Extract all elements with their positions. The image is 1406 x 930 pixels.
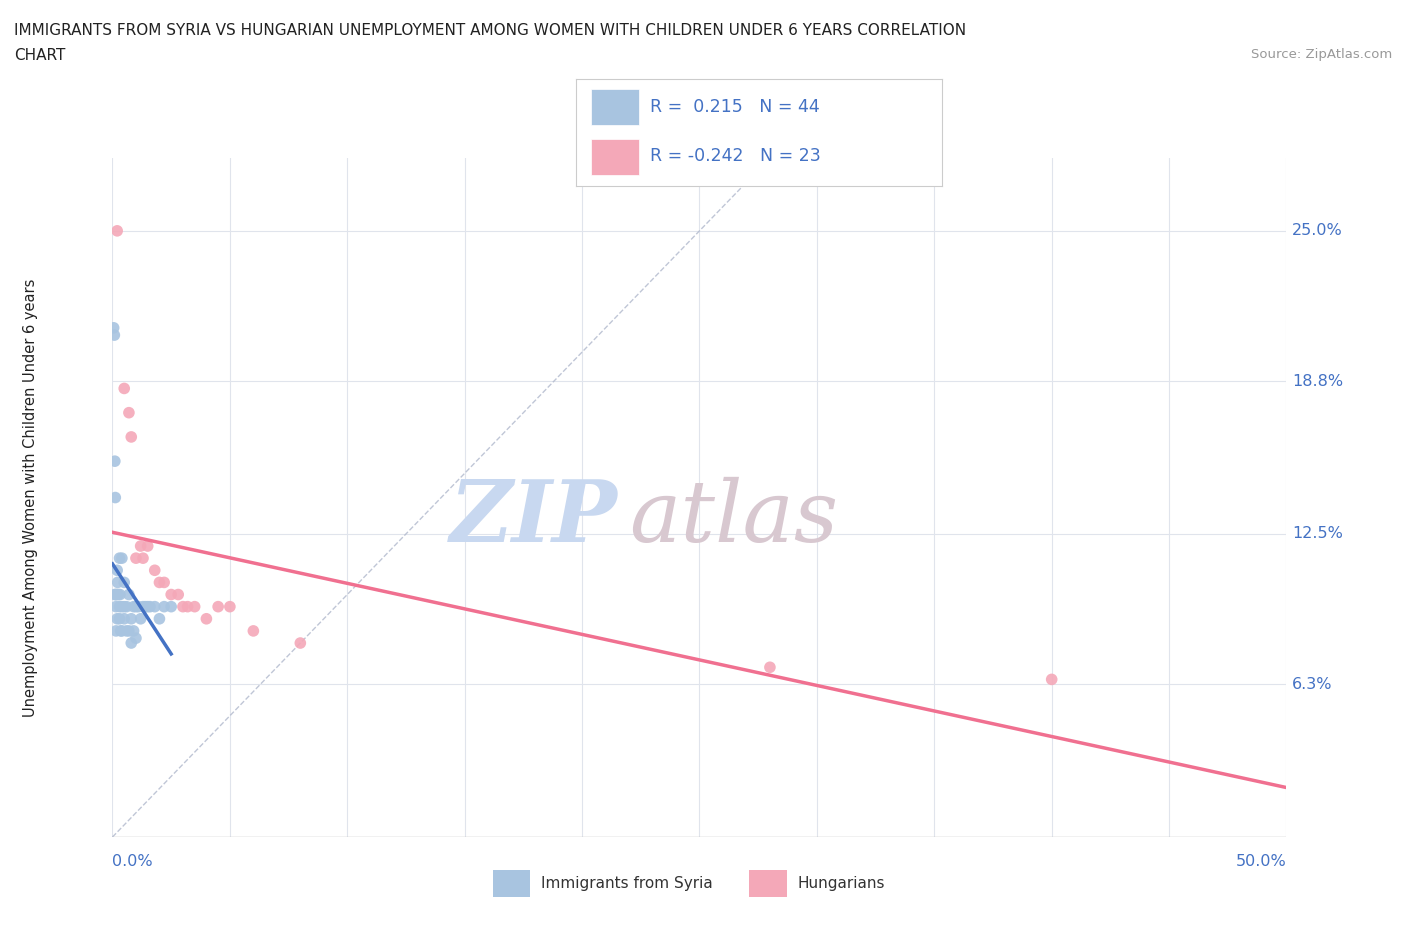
Point (172, 599, 194, 614)
Point (107, 587, 129, 602)
Point (108, 587, 131, 602)
Point (104, 587, 127, 602)
Bar (749, 870, 786, 897)
Point (218, 599, 242, 614)
Point (176, 599, 198, 614)
Text: 6.3%: 6.3% (1292, 677, 1333, 692)
Text: 50.0%: 50.0% (1236, 854, 1286, 869)
Point (108, 611, 131, 626)
Point (105, 623, 128, 638)
Text: Hungarians: Hungarians (797, 876, 884, 891)
Text: 25.0%: 25.0% (1292, 223, 1343, 238)
Text: Source: ZipAtlas.com: Source: ZipAtlas.com (1251, 48, 1392, 61)
Text: CHART: CHART (14, 48, 66, 63)
Text: Immigrants from Syria: Immigrants from Syria (541, 876, 713, 891)
Point (1040, 672, 1063, 687)
Point (136, 599, 159, 614)
Text: ZIP: ZIP (450, 476, 617, 560)
Text: atlas: atlas (628, 476, 838, 559)
Point (118, 623, 141, 638)
Point (139, 599, 162, 614)
Point (136, 538, 159, 553)
Point (103, 320, 125, 336)
Point (195, 611, 218, 626)
Point (112, 381, 135, 396)
Text: R = -0.242   N = 23: R = -0.242 N = 23 (650, 147, 820, 165)
Point (183, 599, 205, 614)
Point (110, 623, 132, 638)
Point (143, 563, 166, 578)
Point (111, 599, 134, 614)
Point (104, 490, 127, 505)
Point (104, 587, 127, 602)
Text: 12.5%: 12.5% (1292, 526, 1343, 541)
Point (143, 599, 166, 614)
Point (120, 611, 142, 626)
Text: Unemployment Among Women with Children Under 6 years: Unemployment Among Women with Children U… (22, 278, 38, 717)
Point (115, 623, 138, 638)
Point (118, 405, 141, 420)
Point (242, 623, 264, 638)
Point (125, 551, 148, 565)
Point (132, 551, 155, 565)
Point (105, 563, 128, 578)
Point (125, 631, 148, 645)
Point (111, 623, 134, 638)
Point (129, 538, 152, 553)
Point (153, 575, 176, 590)
Text: R =  0.215   N = 44: R = 0.215 N = 44 (650, 98, 820, 116)
Text: IMMIGRANTS FROM SYRIA VS HUNGARIAN UNEMPLOYMENT AMONG WOMEN WITH CHILDREN UNDER : IMMIGRANTS FROM SYRIA VS HUNGARIAN UNEMP… (14, 23, 966, 38)
Point (115, 599, 138, 614)
Point (167, 587, 190, 602)
Point (105, 599, 128, 614)
Point (105, 587, 128, 602)
Point (120, 430, 142, 445)
Point (122, 623, 145, 638)
Point (118, 587, 141, 602)
Point (107, 575, 129, 590)
Point (122, 599, 145, 614)
Point (207, 599, 229, 614)
Text: 18.8%: 18.8% (1292, 374, 1344, 389)
Text: 0.0%: 0.0% (112, 854, 153, 869)
Point (111, 551, 134, 565)
Point (103, 327, 125, 342)
Point (120, 635, 142, 650)
Point (160, 587, 183, 602)
Point (134, 599, 156, 614)
Point (148, 575, 170, 590)
Point (148, 611, 170, 626)
Bar (591, 139, 638, 175)
Point (132, 599, 155, 614)
Point (125, 599, 148, 614)
Point (759, 660, 782, 675)
Point (160, 599, 183, 614)
Point (127, 599, 149, 614)
Point (105, 611, 128, 626)
Point (108, 551, 131, 565)
Bar (492, 870, 530, 897)
Point (112, 575, 135, 590)
Point (129, 611, 152, 626)
Point (104, 454, 127, 469)
Point (112, 611, 135, 626)
Bar (591, 88, 638, 125)
Point (105, 223, 128, 238)
Point (153, 599, 176, 614)
Point (290, 635, 312, 650)
Point (108, 599, 131, 614)
Point (112, 599, 135, 614)
